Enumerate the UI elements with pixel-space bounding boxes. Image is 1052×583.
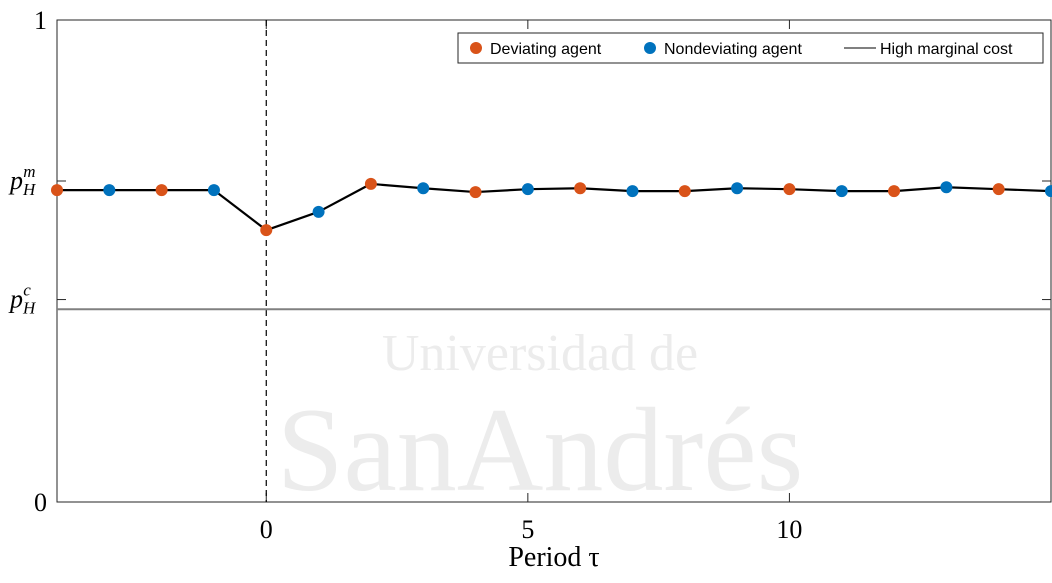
- y-tick-label: 0: [34, 488, 47, 517]
- y-tick-label-part: p: [8, 166, 23, 195]
- connecting-line: [214, 190, 266, 230]
- data-point: [103, 184, 115, 196]
- y-tick-label-part: p: [8, 285, 23, 314]
- connecting-line: [946, 187, 998, 189]
- data-point: [156, 184, 168, 196]
- connecting-line: [894, 187, 946, 191]
- legend-label: Deviating agent: [490, 41, 602, 58]
- watermark: SanAndrés: [277, 383, 804, 516]
- data-point: [417, 182, 429, 194]
- data-point: [208, 184, 220, 196]
- x-tick-label: 10: [776, 515, 802, 544]
- chart: Universidad de SanAndrés Period τ 0pHcpH…: [0, 0, 1052, 583]
- connecting-line: [789, 189, 841, 191]
- data-point: [940, 181, 952, 193]
- connecting-line: [266, 212, 318, 230]
- data-point: [993, 183, 1005, 195]
- data-point: [836, 185, 848, 197]
- y-tick-label: pHc: [8, 281, 37, 318]
- y-tick-label: pHm: [8, 162, 37, 199]
- y-tick-label-part: c: [23, 281, 31, 300]
- legend-marker: [644, 42, 656, 54]
- data-point: [783, 183, 795, 195]
- y-tick-label-part: m: [23, 162, 35, 181]
- legend-label: High marginal cost: [880, 41, 1013, 58]
- data-point: [574, 182, 586, 194]
- x-tick-label: 0: [260, 515, 273, 544]
- data-point: [470, 186, 482, 198]
- x-axis-label: Period τ: [508, 542, 599, 573]
- connecting-line: [476, 189, 528, 192]
- connecting-line: [423, 188, 475, 192]
- data-point: [679, 185, 691, 197]
- connecting-line: [685, 188, 737, 191]
- connecting-line: [580, 188, 632, 191]
- connecting-line: [528, 188, 580, 189]
- y-tick-label-part: H: [22, 180, 37, 199]
- page: Universidad de SanAndrés Period τ 0pHcpH…: [0, 0, 1052, 583]
- data-point: [522, 183, 534, 195]
- legend-label: Nondeviating agent: [664, 41, 802, 58]
- data-point: [888, 185, 900, 197]
- connecting-line: [371, 184, 423, 188]
- connecting-line: [999, 189, 1051, 191]
- data-point: [260, 224, 272, 236]
- y-tick-label-part: H: [22, 299, 37, 318]
- data-point: [313, 206, 325, 218]
- data-point: [1045, 185, 1052, 197]
- connecting-line: [319, 184, 371, 212]
- watermark: Universidad de: [382, 325, 698, 382]
- x-tick-label: 5: [521, 515, 534, 544]
- legend-marker: [470, 42, 482, 54]
- data-point: [731, 182, 743, 194]
- data-point: [51, 184, 63, 196]
- data-point: [626, 185, 638, 197]
- y-tick-label: 1: [34, 6, 47, 35]
- data-point: [365, 178, 377, 190]
- connecting-line: [737, 188, 789, 189]
